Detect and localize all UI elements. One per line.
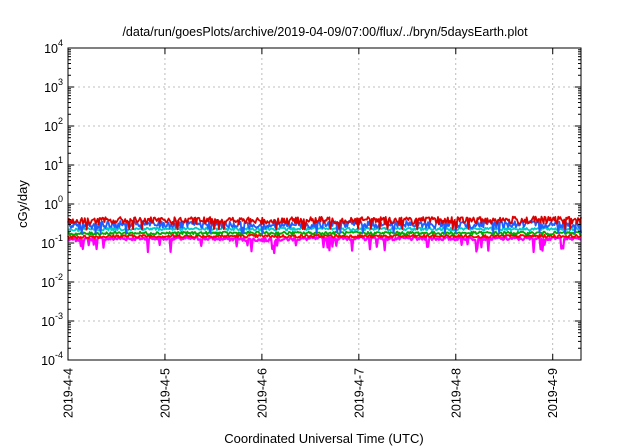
y-axis-label: cGy/day (15, 180, 30, 228)
grid (68, 48, 581, 360)
y-tick-label: 100 (44, 194, 63, 212)
series-line (67, 233, 582, 240)
y-tick-label: 10-2 (41, 272, 63, 290)
y-tick-label: 103 (44, 77, 63, 95)
x-tick-label: 2019-4-8 (449, 368, 463, 418)
y-tick-label: 104 (44, 38, 63, 56)
x-tick-label: 2019-4-4 (62, 368, 76, 418)
x-tick-label: 2019-4-9 (546, 368, 560, 418)
x-tick-label: 2019-4-5 (158, 368, 172, 418)
x-tick-label: 2019-4-6 (255, 368, 269, 418)
y-tick-label: 10-4 (41, 350, 63, 368)
x-axis-label: Coordinated Universal Time (UTC) (224, 431, 423, 446)
series-group (67, 215, 582, 255)
series-line (67, 226, 582, 232)
x-tick-label: 2019-4-7 (352, 368, 366, 418)
x-axis-ticks: 2019-4-4 2019-4-5 2019-4-6 2019-4-7 2019-4-8… (62, 48, 560, 418)
series-line (67, 215, 582, 231)
y-tick-label: 10-3 (41, 311, 63, 329)
chart-title: /data/run/goesPlots/archive/2019-04-09/0… (122, 25, 528, 39)
series-line (67, 230, 582, 237)
series-line (67, 235, 582, 255)
y-tick-label: 10-1 (41, 233, 63, 251)
y-axis-ticks: 10-4 10-3 10-2 10-1 100 101 102 103 104 (41, 38, 581, 368)
y-tick-label: 102 (44, 116, 63, 134)
y-tick-label: 101 (44, 155, 63, 173)
